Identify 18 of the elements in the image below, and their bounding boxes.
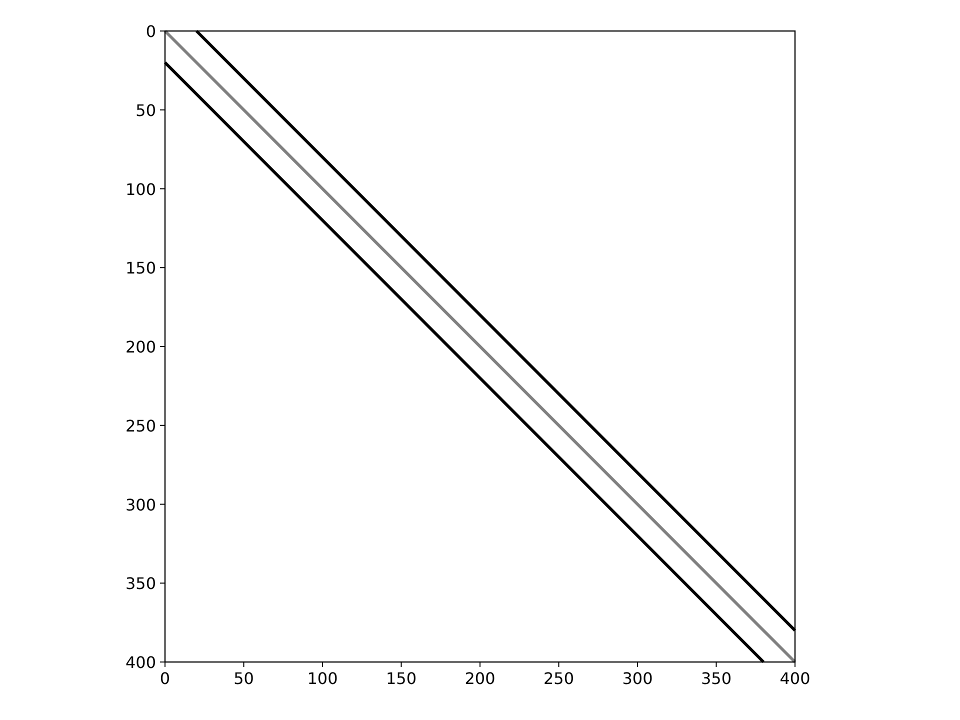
x-tick-label: 150 (386, 669, 417, 688)
y-tick-label: 400 (125, 653, 156, 672)
x-tick-label: 350 (700, 669, 732, 688)
x-tick-label: 100 (307, 669, 338, 688)
x-tick-label: 50 (234, 669, 254, 688)
x-tick-label: 250 (543, 669, 574, 688)
x-tick-label: 400 (780, 669, 810, 688)
x-tick-label: 300 (622, 669, 653, 688)
y-tick-label: 0 (146, 22, 156, 41)
y-tick-label: 100 (125, 180, 156, 199)
y-tick-label: 50 (136, 100, 156, 120)
y-tick-label: 200 (125, 338, 156, 356)
x-tick-label: 200 (464, 669, 496, 688)
y-tick-label: 250 (125, 416, 156, 436)
y-tick-label: 150 (125, 258, 156, 278)
y-tick-label: 300 (125, 495, 156, 514)
y-tick-label: 350 (125, 574, 156, 594)
x-tick-label: 0 (160, 669, 170, 688)
